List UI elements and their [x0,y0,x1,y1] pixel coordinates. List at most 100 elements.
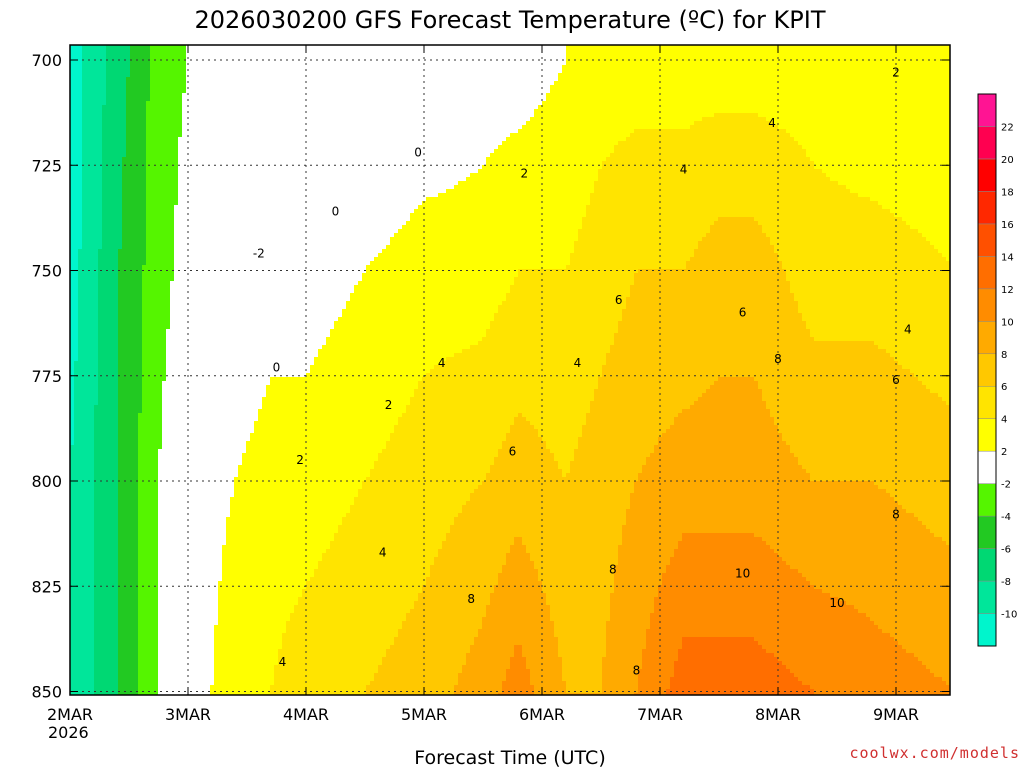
temp-cell [642,73,647,78]
temp-cell [226,113,231,118]
temp-cell [902,45,907,50]
temp-cell [818,89,823,94]
temp-cell [522,97,527,102]
temp-cell [570,117,575,122]
temp-cell [754,57,759,62]
temp-cell [422,69,427,74]
temp-cell [582,49,587,54]
temp-cell [174,85,179,90]
temp-cell [622,93,627,98]
temp-cell [154,57,159,62]
temp-cell [430,65,435,70]
temp-cell [590,133,595,138]
temp-cell [706,129,711,134]
temp-cell [498,65,503,70]
temp-cell [786,121,791,126]
temp-cell [770,93,775,98]
temp-cell [710,117,715,122]
temp-cell [530,61,535,66]
temp-cell [330,121,335,126]
temp-cell [850,45,855,50]
temp-cell [338,61,343,66]
temp-cell [478,105,483,110]
temp-cell [394,133,399,138]
temp-cell [210,129,215,134]
temp-cell [798,65,803,70]
temp-cell [674,69,679,74]
temp-cell [154,93,159,98]
temp-cell [174,49,179,54]
temp-cell [306,129,311,134]
temp-cell [622,129,627,134]
temp-cell [606,73,611,78]
temp-cell [678,89,683,94]
temp-cell [402,101,407,106]
temp-cell [426,125,431,130]
temp-cell [322,97,327,102]
temp-cell [706,105,711,110]
temp-cell [610,65,615,70]
temp-cell [946,45,950,50]
temp-cell [750,45,755,50]
temp-cell [678,129,683,134]
temp-cell [294,69,299,74]
temp-cell [762,81,767,86]
temp-cell [786,101,791,106]
temp-cell [750,89,755,94]
temp-cell [194,49,199,54]
temp-cell [346,77,351,82]
temp-cell [614,129,619,134]
temp-cell [586,125,591,130]
temp-cell [362,121,367,126]
temp-cell [706,57,711,62]
temp-cell [658,57,663,62]
temp-cell [714,121,719,126]
temp-cell [730,81,735,86]
temp-cell [530,57,535,62]
temp-cell [654,49,659,54]
temp-cell [694,49,699,54]
temp-cell [178,65,183,70]
temp-cell [146,61,151,66]
temp-cell [270,53,275,58]
temp-cell [906,101,911,106]
temp-cell [762,101,767,106]
temp-cell [714,97,719,102]
temp-cell [514,69,519,74]
temp-cell [214,49,219,54]
temp-cell [782,49,787,54]
temp-cell [366,121,371,126]
temp-cell [402,129,407,134]
temp-cell [118,93,123,98]
temp-cell [350,89,355,94]
temp-cell [118,57,123,62]
temp-cell [218,61,223,66]
temp-cell [542,73,547,78]
temp-cell [694,89,699,94]
temp-cell [414,117,419,122]
temp-cell [818,121,823,126]
temp-cell [682,105,687,110]
temp-cell [542,121,547,126]
temp-cell [362,77,367,82]
temp-cell [530,93,535,98]
temp-cell [742,77,747,82]
temp-cell [86,101,91,106]
temp-cell [426,85,431,90]
temp-cell [794,117,799,122]
temp-cell [178,49,183,54]
temp-cell [254,81,259,86]
temp-cell [350,97,355,102]
temp-cell [358,105,363,110]
temp-cell [382,73,387,78]
temp-cell [642,61,647,66]
temp-cell [650,81,655,86]
temp-cell [890,125,895,130]
temp-cell [586,121,591,126]
temp-cell [294,45,299,50]
temp-cell [486,77,491,82]
temp-cell [858,97,863,102]
temp-cell [690,45,695,50]
temp-cell [266,49,271,54]
temp-cell [890,101,895,106]
